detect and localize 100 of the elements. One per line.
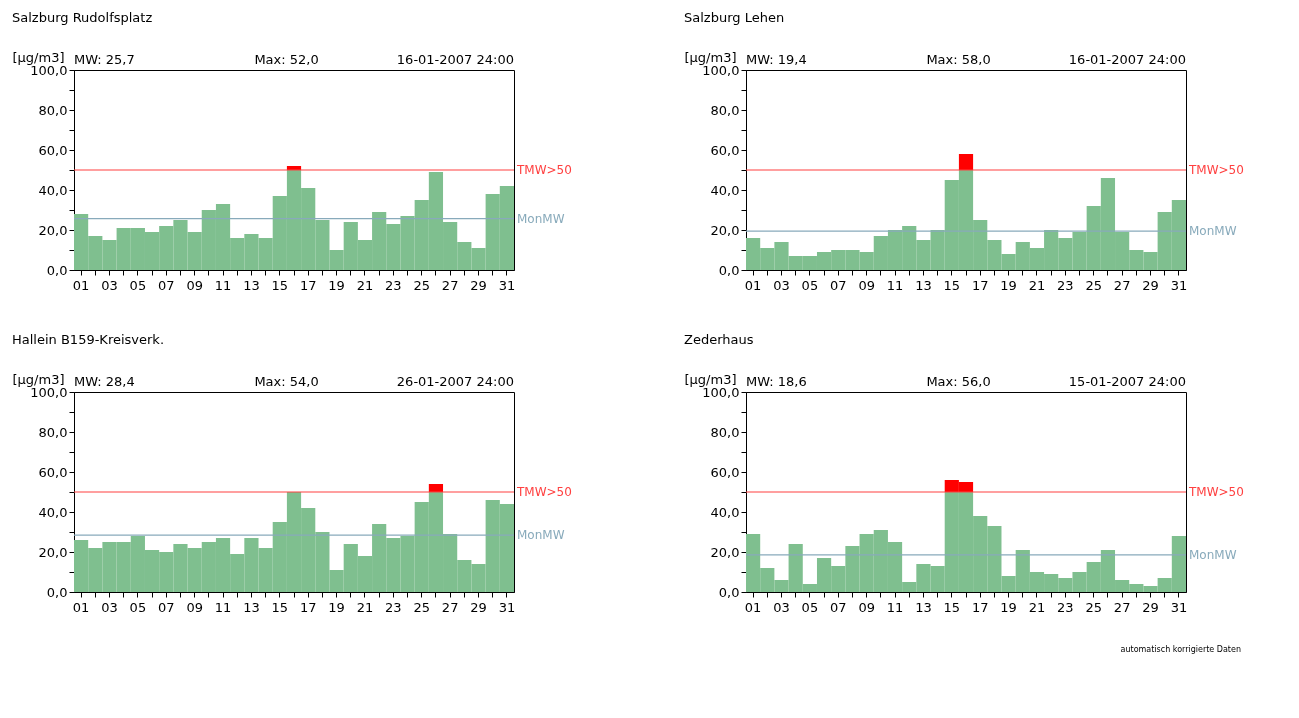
x-tick-label: 07 bbox=[157, 277, 175, 293]
x-tick-label: 27 bbox=[441, 277, 459, 293]
text: 15-01-2007 24:00 bbox=[1068, 374, 1186, 389]
x-tick-label: 23 bbox=[1057, 277, 1074, 293]
ref-line-label: MonMW bbox=[517, 211, 565, 226]
y-tick-label: 20,0 bbox=[710, 544, 740, 560]
chart-title: Zederhaus bbox=[684, 332, 754, 347]
x-tick-label: 07 bbox=[829, 277, 847, 293]
y-tick-label: 60,0 bbox=[710, 142, 740, 158]
x-tick-label: 25 bbox=[1085, 599, 1103, 615]
x-tick-label: 25 bbox=[1085, 277, 1103, 293]
x-tick-label: 19 bbox=[328, 277, 345, 293]
x-tick-label: 07 bbox=[829, 599, 847, 615]
x-tick-label: 15 bbox=[943, 277, 961, 293]
text: MW: 28,4 bbox=[74, 374, 135, 389]
y-tick-label: 80,0 bbox=[710, 424, 740, 440]
x-tick-label: 05 bbox=[801, 599, 819, 615]
y-tick-label: 80,0 bbox=[710, 102, 740, 118]
x-tick-label: 15 bbox=[271, 277, 289, 293]
text: MW: 18,6 bbox=[746, 374, 807, 389]
y-tick-label: 100,0 bbox=[30, 62, 68, 78]
x-tick-label: 09 bbox=[858, 599, 875, 615]
x-tick-label: 11 bbox=[886, 599, 904, 615]
x-tick-label: 11 bbox=[214, 277, 232, 293]
ref-line-label: TMW>50 bbox=[516, 485, 572, 499]
ref-line-label: TMW>50 bbox=[1188, 163, 1244, 177]
chart-title: Salzburg Rudolfsplatz bbox=[12, 10, 153, 25]
x-tick-label: 15 bbox=[943, 599, 961, 615]
text: MW: 19,4 bbox=[746, 52, 807, 67]
x-tick-label: 13 bbox=[915, 599, 932, 615]
x-tick-label: 19 bbox=[1000, 277, 1017, 293]
text: MW: 25,7 bbox=[74, 52, 135, 67]
x-tick-label: 23 bbox=[1057, 599, 1074, 615]
x-tick-label: 05 bbox=[129, 277, 147, 293]
x-tick-label: 13 bbox=[243, 599, 260, 615]
x-tick-label: 01 bbox=[744, 599, 762, 615]
x-tick-label: 27 bbox=[1113, 277, 1131, 293]
x-tick-label: 19 bbox=[328, 599, 345, 615]
y-axis-title: [µg/m3] bbox=[684, 49, 737, 65]
y-tick-label: 60,0 bbox=[38, 142, 68, 158]
x-tick-label: 31 bbox=[498, 599, 516, 615]
x-tick-label: 11 bbox=[886, 277, 904, 293]
x-tick-label: 09 bbox=[186, 277, 203, 293]
y-tick-label: 20,0 bbox=[710, 222, 740, 238]
y-tick-label: 40,0 bbox=[710, 504, 740, 520]
x-tick-label: 17 bbox=[299, 277, 317, 293]
ref-line-label: MonMW bbox=[517, 528, 565, 543]
x-tick-label: 29 bbox=[470, 277, 487, 293]
x-tick-label: 01 bbox=[744, 277, 762, 293]
y-tick-label: 100,0 bbox=[30, 384, 68, 400]
y-tick-label: 20,0 bbox=[38, 544, 68, 560]
x-tick-label: 03 bbox=[773, 599, 790, 615]
x-tick-label: 01 bbox=[72, 599, 90, 615]
x-tick-label: 21 bbox=[1028, 599, 1046, 615]
ref-line-label: MonMW bbox=[1189, 224, 1237, 239]
x-tick-label: 13 bbox=[243, 277, 260, 293]
y-tick-label: 0,0 bbox=[46, 584, 68, 600]
x-tick-label: 25 bbox=[413, 599, 431, 615]
x-tick-label: 21 bbox=[1028, 277, 1046, 293]
x-tick-label: 17 bbox=[299, 599, 317, 615]
x-tick-label: 03 bbox=[101, 599, 118, 615]
text: 16-01-2007 24:00 bbox=[396, 52, 514, 67]
x-tick-label: 05 bbox=[801, 277, 819, 293]
y-tick-label: 0,0 bbox=[718, 584, 740, 600]
chart-title: Salzburg Lehen bbox=[684, 10, 785, 25]
y-tick-label: 40,0 bbox=[710, 182, 740, 198]
x-tick-label: 03 bbox=[101, 277, 118, 293]
x-tick-label: 03 bbox=[773, 277, 790, 293]
ref-line-label: TMW>50 bbox=[1188, 485, 1244, 499]
x-tick-label: 17 bbox=[971, 277, 989, 293]
text: Max: 54,0 bbox=[254, 374, 319, 389]
y-tick-label: 60,0 bbox=[38, 464, 68, 480]
x-tick-label: 09 bbox=[858, 277, 875, 293]
x-tick-label: 25 bbox=[413, 277, 431, 293]
x-tick-label: 23 bbox=[385, 599, 402, 615]
bar bbox=[958, 154, 974, 170]
x-tick-label: 17 bbox=[971, 599, 989, 615]
x-tick-label: 09 bbox=[186, 599, 203, 615]
y-axis-title: [µg/m3] bbox=[12, 371, 65, 387]
y-tick-label: 0,0 bbox=[718, 262, 740, 278]
ref-line-label: MonMW bbox=[1189, 547, 1237, 562]
x-tick-label: 29 bbox=[1142, 277, 1159, 293]
x-tick-label: 27 bbox=[1113, 599, 1131, 615]
x-tick-label: 31 bbox=[1170, 599, 1188, 615]
x-tick-label: 01 bbox=[72, 277, 90, 293]
x-tick-label: 21 bbox=[356, 277, 374, 293]
text: Max: 52,0 bbox=[254, 52, 319, 67]
x-tick-label: 07 bbox=[157, 599, 175, 615]
x-tick-label: 23 bbox=[385, 277, 402, 293]
x-tick-label: 31 bbox=[498, 277, 516, 293]
text: 26-01-2007 24:00 bbox=[396, 374, 514, 389]
text: Max: 56,0 bbox=[926, 374, 991, 389]
ref-line-label: TMW>50 bbox=[516, 163, 572, 177]
x-tick-label: 29 bbox=[1142, 599, 1159, 615]
x-tick-label: 13 bbox=[915, 277, 932, 293]
x-tick-label: 29 bbox=[470, 599, 487, 615]
y-axis-title: [µg/m3] bbox=[12, 49, 65, 65]
x-tick-label: 27 bbox=[441, 599, 459, 615]
y-axis-title: [µg/m3] bbox=[684, 371, 737, 387]
y-tick-label: 80,0 bbox=[38, 424, 68, 440]
